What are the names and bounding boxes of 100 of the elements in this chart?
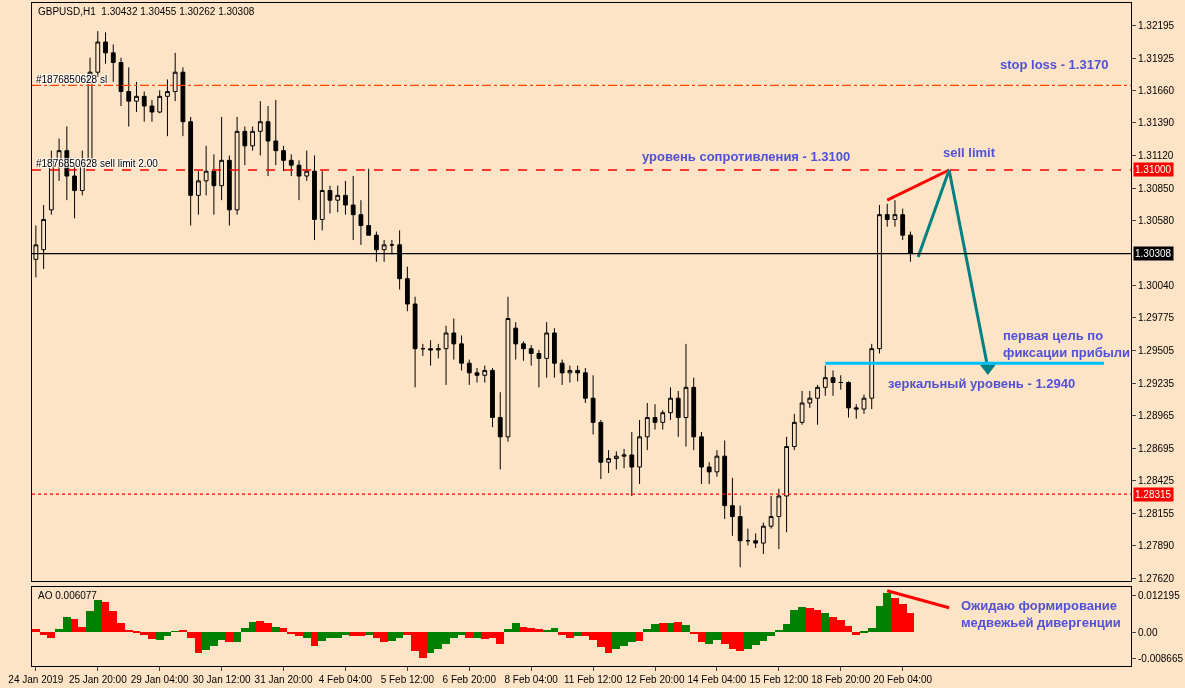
candlestick (846, 380, 851, 419)
candlestick (675, 390, 681, 438)
candlestick (791, 413, 797, 451)
chart-title: AO 0.006077 (38, 590, 98, 601)
candlestick (157, 89, 163, 114)
candlestick (830, 369, 836, 397)
candlestick (822, 365, 828, 397)
candlestick (196, 170, 201, 216)
candlestick (103, 31, 108, 65)
bar (303, 632, 311, 639)
candlestick (598, 419, 604, 480)
bar (465, 632, 473, 639)
candlestick (265, 105, 271, 177)
candlestick (660, 409, 666, 431)
candlestick (296, 159, 302, 201)
candlestick (776, 488, 782, 550)
y-tick-label: 1.31120 (1138, 150, 1174, 161)
chart-title: GBPUSD,H1 1.30432 1.30455 1.30262 1.30308 (38, 6, 255, 17)
candlestick (110, 43, 116, 83)
candlestick (745, 528, 751, 547)
candlestick (242, 126, 248, 166)
bar (225, 632, 233, 643)
candlestick (118, 57, 124, 107)
candlestick (799, 390, 805, 426)
bar (272, 627, 280, 633)
candlestick (637, 419, 642, 485)
bar (280, 628, 287, 633)
x-tick-label: 14 Feb 04:00 (687, 674, 747, 685)
bar (311, 632, 318, 647)
candlestick (784, 436, 789, 533)
candlestick (404, 266, 410, 312)
candlestick (149, 99, 155, 123)
x-tick-label: 30 Jan 12:00 (192, 674, 251, 685)
candlestick (582, 367, 588, 404)
y-tick-label: 0.00 (1138, 626, 1158, 638)
y-tick-label: 1.31660 (1138, 84, 1175, 96)
y-tick-label: 1.31390 (1138, 117, 1175, 129)
y-tick-label: -0.008665 (1138, 652, 1184, 664)
candlestick (451, 318, 457, 361)
candlestick (203, 145, 209, 196)
bar (659, 623, 667, 633)
bar (473, 632, 481, 639)
candlestick (575, 365, 581, 382)
bar (365, 632, 373, 636)
candlestick (312, 155, 317, 241)
candlestick (521, 340, 526, 362)
x-tick-label: 8 Feb 04:00 (504, 674, 559, 685)
candlestick (474, 367, 480, 384)
y-tick-label: 1.29235 (1138, 377, 1175, 389)
y-tick-label: 1.27620 (1138, 572, 1175, 584)
candlestick (188, 116, 194, 227)
candlestick (722, 439, 728, 520)
x-tick-label: 24 Jan 2019 (8, 674, 64, 685)
candlestick (683, 343, 689, 447)
candlestick (629, 431, 635, 497)
y-tick-label: 1.27890 (1138, 540, 1175, 552)
candlestick (892, 199, 898, 228)
bar (179, 630, 187, 633)
candlestick (281, 145, 286, 172)
y-tick-label: 1.29505 (1138, 345, 1175, 357)
y-tick-label: 1.28155 (1138, 508, 1175, 520)
candlestick (343, 180, 348, 216)
candlestick (768, 495, 774, 530)
ref-line-label: 1.28315 (1135, 489, 1172, 500)
bar (852, 632, 860, 636)
candlestick (490, 367, 495, 428)
candlestick (134, 81, 139, 113)
candlestick (691, 377, 697, 451)
candlestick (412, 296, 418, 388)
candlestick (760, 522, 766, 555)
y-tick-label: 1.30580 (1138, 215, 1175, 227)
candlestick (428, 339, 433, 367)
x-tick-label: 6 Feb 20:00 (442, 674, 497, 685)
y-tick-label: 1.28695 (1138, 442, 1175, 454)
candlestick (559, 359, 565, 386)
x-tick-label: 29 Jan 04:00 (130, 674, 190, 685)
candlestick (884, 203, 890, 228)
candlestick (606, 449, 611, 474)
y-tick-label: 1.28425 (1138, 475, 1175, 487)
candlestick (853, 403, 859, 420)
candlestick (644, 402, 650, 451)
y-tick-label: 1.32195 (1138, 20, 1175, 32)
candlestick (528, 344, 534, 367)
ref-line-label: 1.30308 (1135, 248, 1172, 259)
annotation: уровень сопротивления - 1.3100 (642, 149, 851, 164)
candlestick (699, 431, 704, 485)
candlestick (497, 391, 503, 470)
candlestick (482, 365, 488, 384)
candlestick (319, 170, 325, 231)
candlestick (869, 343, 875, 410)
candlestick (226, 155, 232, 227)
y-tick-label: 1.30850 (1138, 182, 1175, 194)
candlestick (234, 116, 240, 216)
candlestick (567, 365, 573, 384)
x-tick-label: 11 Feb 12:00 (564, 674, 623, 685)
y-tick-label: 1.29775 (1138, 312, 1175, 324)
candlestick (714, 449, 720, 478)
candlestick (513, 321, 519, 361)
candlestick (590, 374, 596, 435)
annotation: Ожидаю формирование медвежьей дивергенции (961, 598, 1121, 630)
